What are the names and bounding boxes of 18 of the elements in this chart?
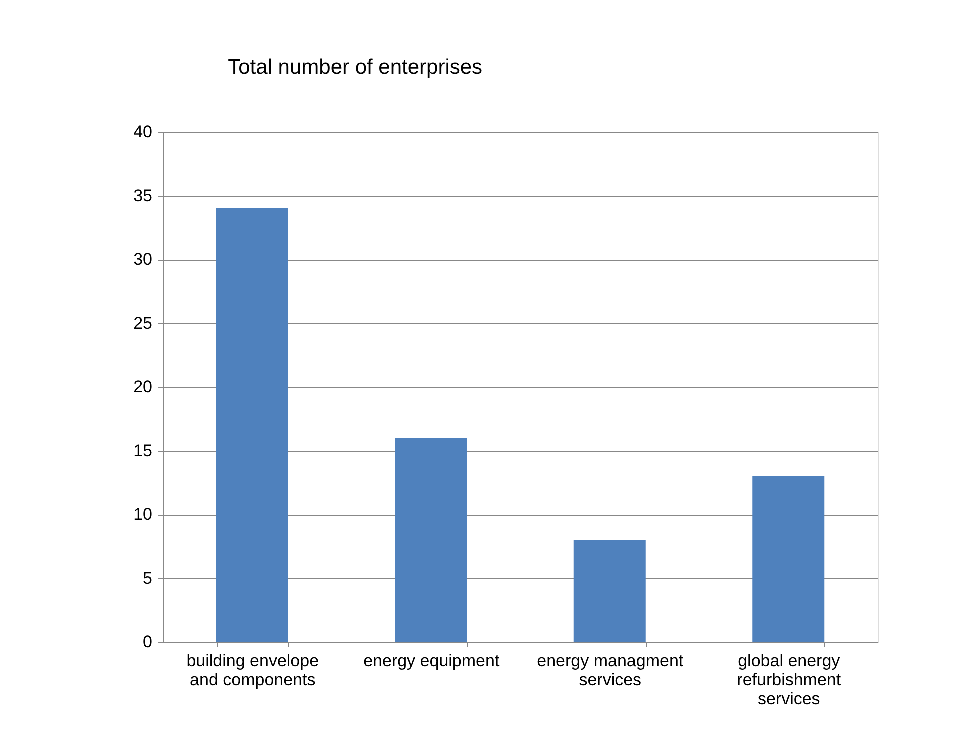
y-tick-label: 30	[134, 250, 152, 269]
y-tick-label: 20	[134, 378, 152, 396]
y-tick-label: 15	[134, 441, 152, 460]
chart-title: Total number of enterprises	[228, 56, 483, 79]
y-tick-label: 40	[134, 122, 152, 142]
bar	[752, 476, 825, 642]
x-tick-label: energy managment services	[537, 652, 684, 690]
y-tick-label: 25	[134, 314, 152, 333]
bar	[395, 438, 468, 642]
bar	[216, 208, 288, 642]
y-tick-label: 5	[143, 568, 152, 588]
y-tick-label: 10	[134, 505, 152, 524]
y-tick-label: 0	[143, 632, 152, 652]
x-tick-label: building envelope and components	[186, 652, 320, 690]
x-tick-label: global energy refurbishment services	[737, 652, 842, 708]
y-tick-label: 35	[134, 186, 152, 206]
x-tick-label: energy equipment	[364, 652, 500, 670]
bar	[574, 540, 646, 642]
